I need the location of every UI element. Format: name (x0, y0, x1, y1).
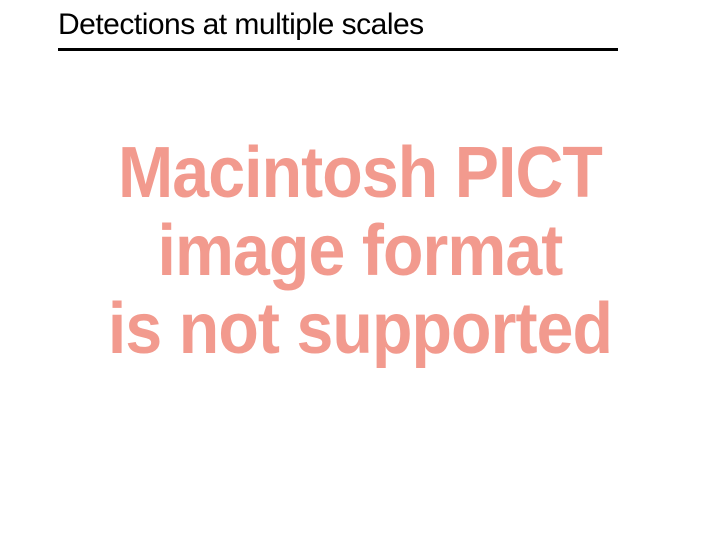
title-region: Detections at multiple scales (58, 8, 618, 51)
pict-error-line-2: image format (29, 213, 691, 291)
slide-container: Detections at multiple scales Macintosh … (0, 0, 720, 540)
pict-error-line-3: is not supported (29, 291, 691, 369)
title-underline (58, 48, 618, 51)
pict-error-block: Macintosh PICT image format is not suppo… (0, 135, 720, 368)
slide-title: Detections at multiple scales (58, 8, 618, 42)
pict-error-line-1: Macintosh PICT (29, 135, 691, 213)
